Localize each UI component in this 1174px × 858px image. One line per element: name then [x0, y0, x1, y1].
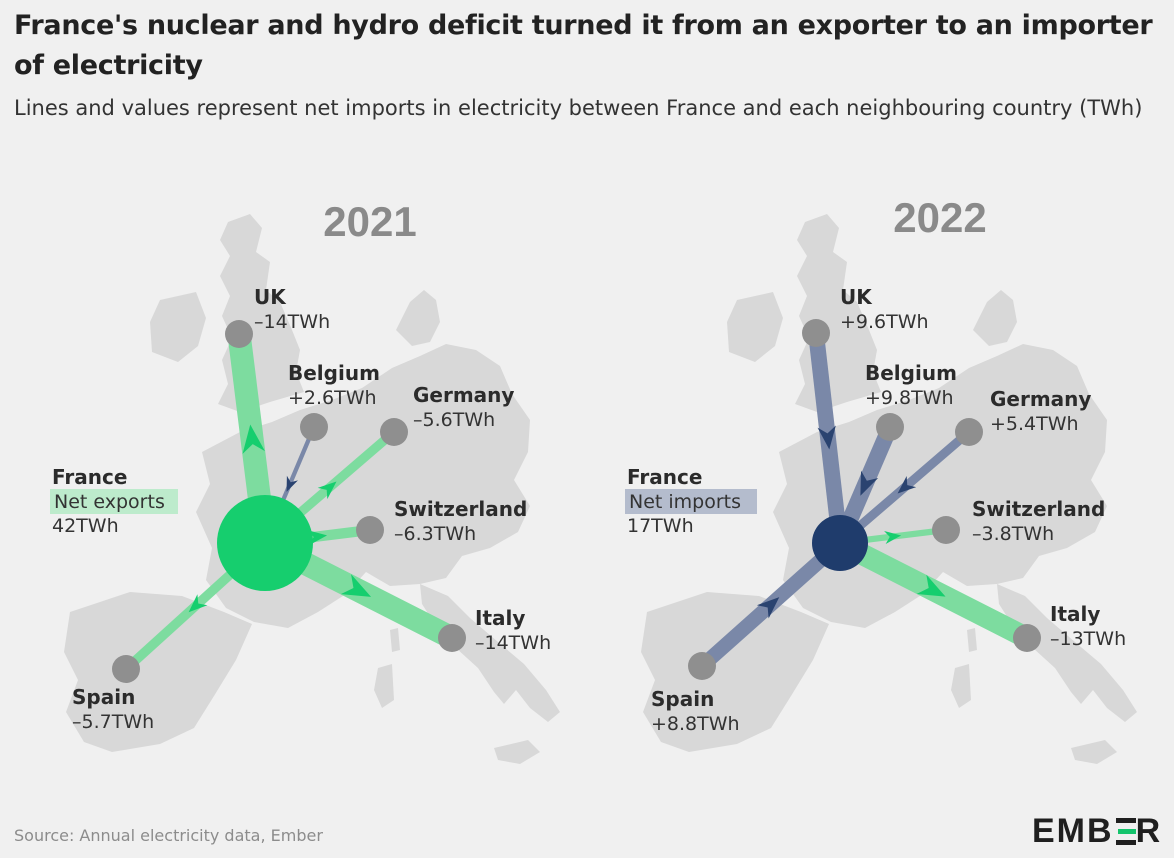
- value-switzerland-2022: –3.8TWh: [972, 523, 1054, 545]
- france-name-2021: France: [52, 465, 127, 489]
- flow-arrow-switzerland-2022: [884, 530, 902, 545]
- value-switzerland-2021: –6.3TWh: [394, 523, 476, 545]
- value-germany-2022: +5.4TWh: [990, 413, 1079, 435]
- nodes-2021: [112, 320, 466, 683]
- ember-logo: EMBER: [1032, 812, 1163, 851]
- flow-arrow-belgium-2021: [286, 475, 298, 492]
- flow-arrow-uk-2021: [242, 424, 265, 454]
- france-node-2021: [217, 495, 313, 591]
- france-name-2022: France: [627, 465, 702, 489]
- flow-arrow-italy-2021: [340, 574, 372, 597]
- france-status-2021: Net exports: [54, 491, 165, 513]
- label-germany-2021: Germany: [413, 383, 514, 407]
- country-node-switzerland-2021: [356, 516, 384, 544]
- flow-arrow-spain-2021: [188, 594, 208, 613]
- label-italy-2022: Italy: [1050, 602, 1100, 626]
- source-note: Source: Annual electricity data, Ember: [14, 826, 323, 845]
- flow-arrow-belgium-2022: [860, 470, 879, 496]
- country-node-belgium-2022: [876, 413, 904, 441]
- label-switzerland-2021: Switzerland: [394, 497, 527, 521]
- france-status-highlight-2021: [50, 489, 178, 514]
- flow-arrow-spain-2022: [756, 597, 780, 619]
- label-uk-2021: UK: [254, 285, 287, 309]
- label-germany-2022: Germany: [990, 387, 1091, 411]
- value-belgium-2022: +9.8TWh: [865, 387, 954, 409]
- label-spain-2021: Spain: [72, 685, 135, 709]
- label-italy-2021: Italy: [475, 606, 525, 630]
- country-node-belgium-2021: [300, 413, 328, 441]
- map-2022: 2022 France Net imports 17TWh UK +9.6TWh…: [625, 194, 1137, 764]
- label-spain-2022: Spain: [651, 687, 714, 711]
- value-uk-2021: –14TWh: [254, 311, 330, 333]
- flow-arrow-italy-2022: [916, 574, 946, 597]
- label-uk-2022: UK: [840, 285, 873, 309]
- country-node-germany-2022: [955, 418, 983, 446]
- nodes-2022: [688, 319, 1041, 680]
- year-label-2021: 2021: [323, 198, 416, 245]
- flow-arrow-germany-2022: [897, 476, 917, 494]
- label-belgium-2022: Belgium: [865, 361, 957, 385]
- value-italy-2022: –13TWh: [1050, 628, 1126, 650]
- year-label-2022: 2022: [893, 194, 986, 241]
- country-node-italy-2021: [438, 624, 466, 652]
- france-value-2021: 42TWh: [52, 515, 119, 537]
- value-germany-2021: –5.6TWh: [413, 409, 495, 431]
- value-belgium-2021: +2.6TWh: [288, 387, 377, 409]
- france-status-2022: Net imports: [629, 491, 741, 513]
- country-node-italy-2022: [1013, 624, 1041, 652]
- label-switzerland-2022: Switzerland: [972, 497, 1105, 521]
- value-spain-2022: +8.8TWh: [651, 713, 740, 735]
- flow-arrow-uk-2022: [817, 425, 836, 450]
- country-node-spain-2021: [112, 655, 140, 683]
- label-belgium-2021: Belgium: [288, 361, 380, 385]
- country-node-switzerland-2022: [932, 516, 960, 544]
- france-value-2022: 17TWh: [627, 515, 694, 537]
- france-node-2022: [812, 515, 868, 571]
- map-2021: 2021 France Net exports 42TWh UK –14TWh …: [50, 198, 560, 764]
- value-uk-2022: +9.6TWh: [840, 311, 929, 333]
- logo-e-glyph: E: [1114, 812, 1136, 851]
- links-2022: [697, 332, 1032, 672]
- country-node-spain-2022: [688, 652, 716, 680]
- country-node-germany-2021: [380, 418, 408, 446]
- value-italy-2021: –14TWh: [475, 632, 551, 654]
- chart-subtitle: Lines and values represent net imports i…: [14, 96, 1143, 120]
- chart-title: France's nuclear and hydro deficit turne…: [14, 10, 1153, 81]
- france-status-highlight-2022: [625, 489, 757, 514]
- value-spain-2021: –5.7TWh: [72, 711, 154, 733]
- country-node-uk-2021: [225, 320, 253, 348]
- country-node-uk-2022: [802, 319, 830, 347]
- flow-arrow-germany-2021: [317, 481, 337, 500]
